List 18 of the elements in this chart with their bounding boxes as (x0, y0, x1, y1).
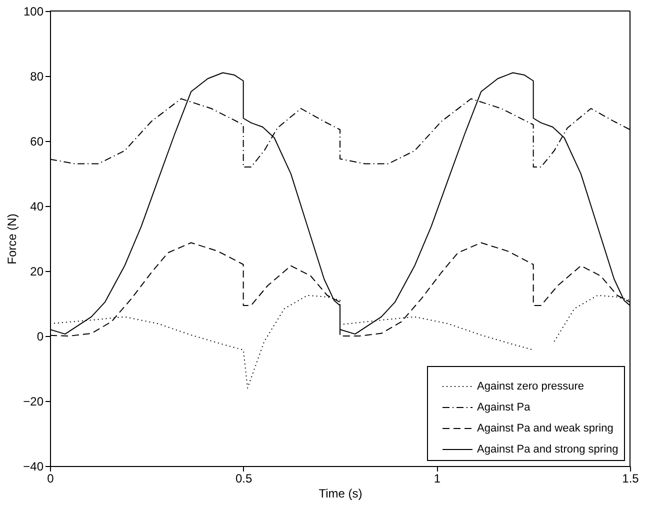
legend-label: Against Pa and weak spring (477, 422, 614, 434)
y-axis-title: Force (N) (5, 214, 20, 264)
legend-label: Against zero pressure (477, 380, 584, 392)
legend-label: Against Pa (477, 402, 532, 414)
y-tick-label: 0 (36, 330, 44, 344)
x-axis-title: Time (s) (318, 486, 362, 500)
x-tick-label: 0 (47, 472, 54, 486)
y-tick-label: −40 (23, 460, 44, 474)
y-tick-label: 80 (30, 70, 44, 84)
legend-label: Against Pa and strong spring (477, 444, 618, 456)
y-tick-label: 60 (30, 134, 44, 148)
y-tick-label: 40 (30, 200, 44, 214)
y-tick-label: 20 (30, 264, 44, 278)
y-tick-label: 100 (23, 4, 44, 18)
x-tick-label: 1 (434, 472, 441, 486)
y-tick-label: −20 (23, 394, 44, 408)
x-tick-label: 0.5 (235, 472, 252, 486)
x-tick-label: 1.5 (622, 472, 640, 486)
